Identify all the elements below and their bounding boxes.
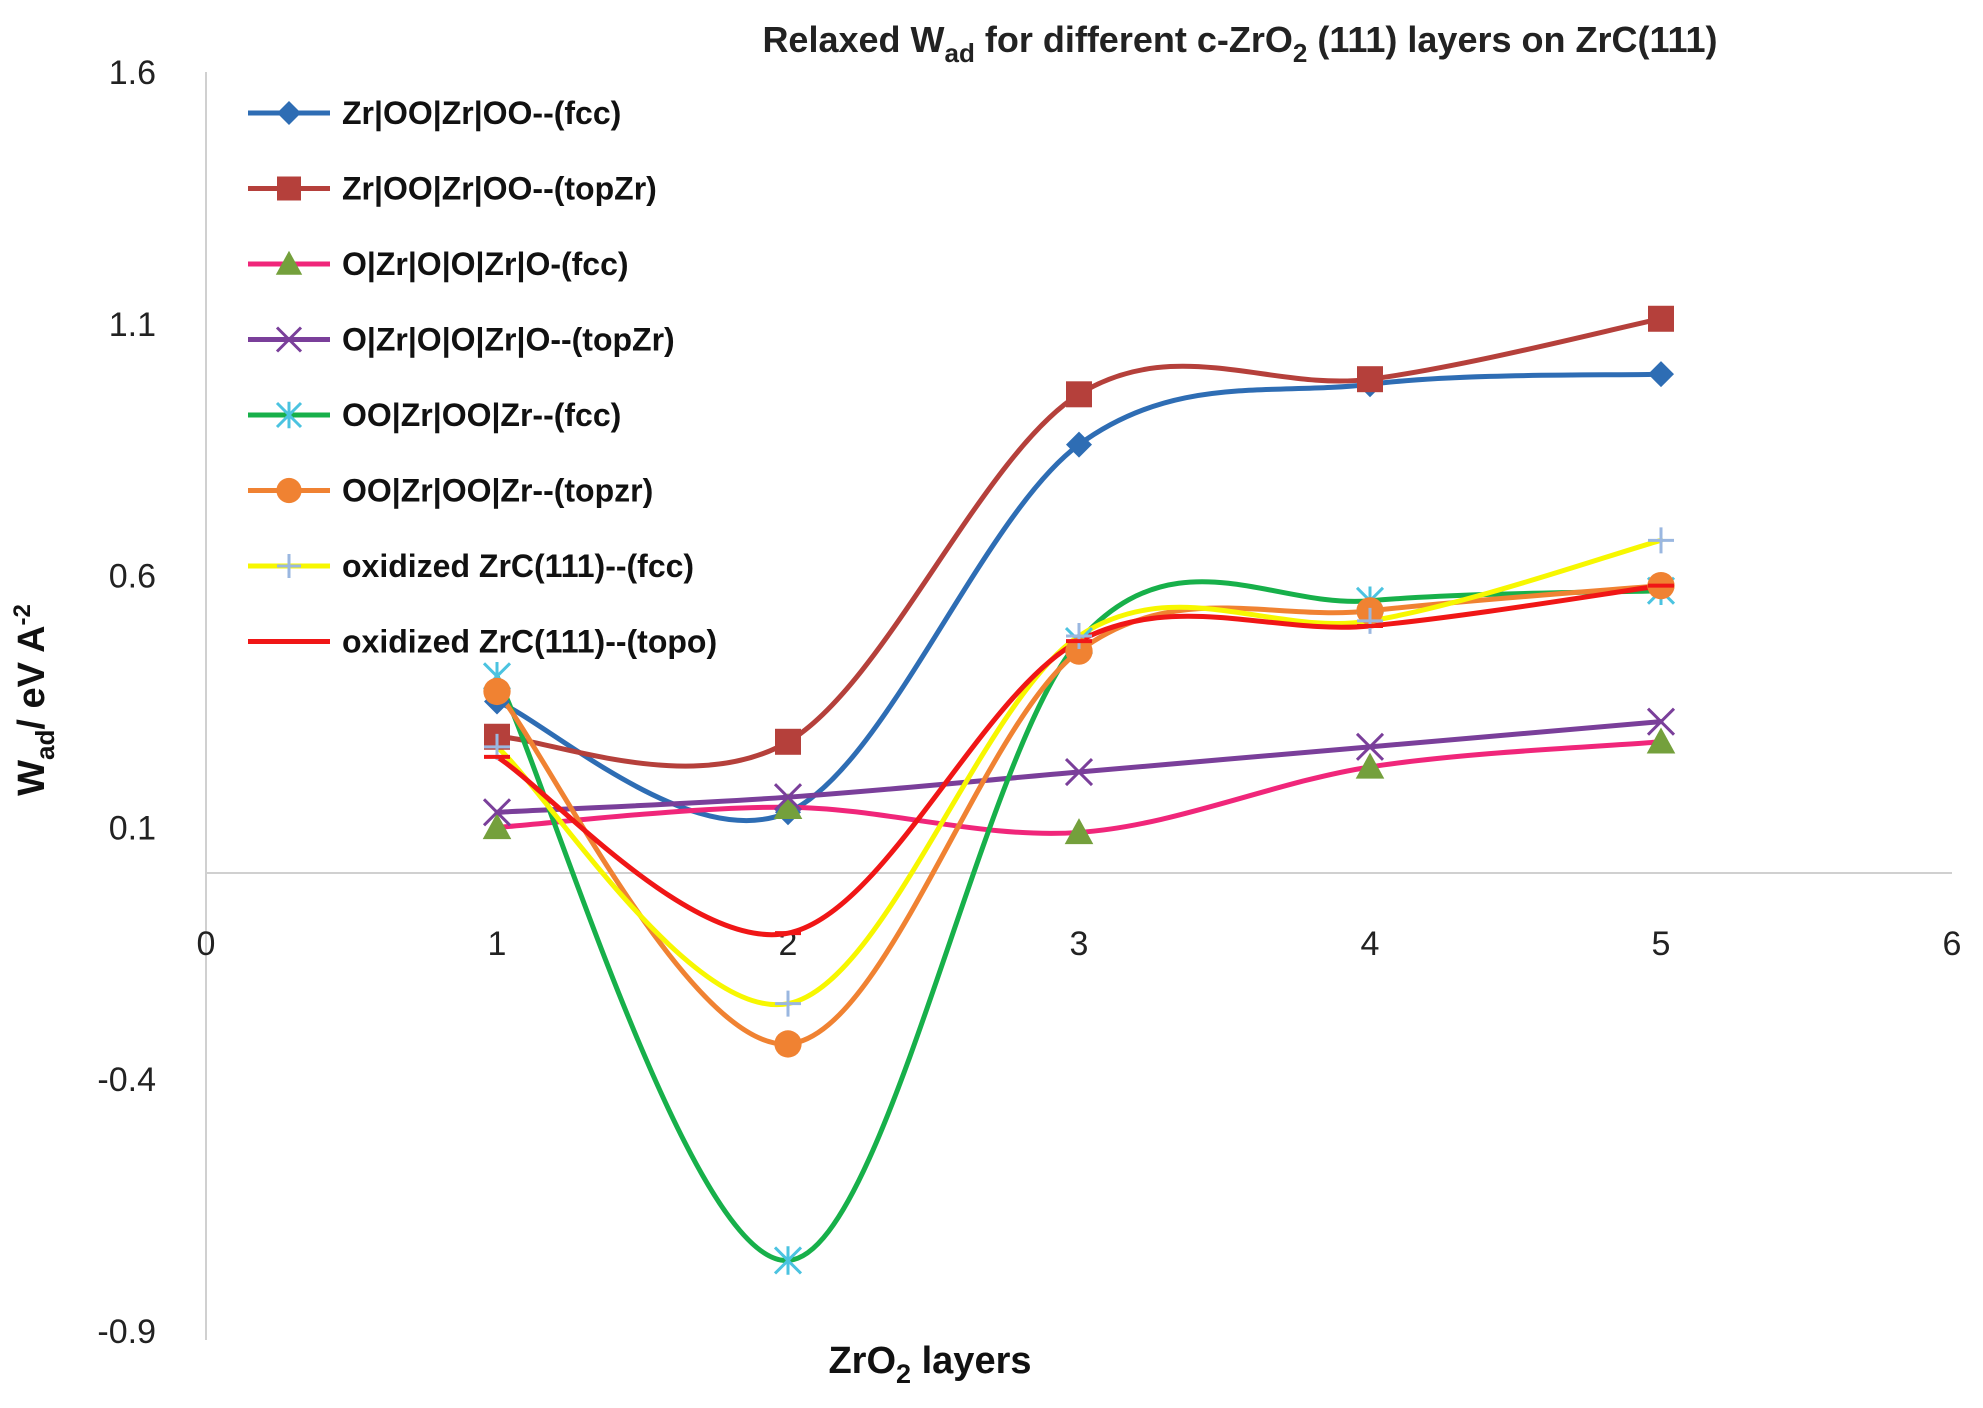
data-point — [1355, 732, 1385, 761]
legend-label: Zr|OO|Zr|OO--(topZr) — [342, 171, 657, 207]
legend-item: oxidized ZrC(111)--(fcc) — [248, 548, 694, 584]
y-tick-label: -0.4 — [97, 1061, 156, 1099]
legend: Zr|OO|Zr|OO--(fcc) Zr|OO|Zr|OO--(topZr) O|… — [248, 95, 717, 660]
x-tick-label: 5 — [1652, 925, 1671, 963]
series-line — [494, 583, 1664, 938]
chart-title: Relaxed Wad for different c-ZrO2 (111) l… — [762, 19, 1717, 68]
data-point — [1066, 623, 1092, 650]
legend-item: Zr|OO|Zr|OO--(topZr) — [248, 171, 657, 207]
legend-marker — [275, 401, 303, 429]
y-tick-label: 1.1 — [109, 306, 156, 344]
legend-item: Zr|OO|Zr|OO--(fcc) — [248, 95, 621, 131]
legend-marker — [277, 554, 301, 578]
legend-marker — [276, 477, 302, 504]
y-tick-label: -0.9 — [97, 1313, 156, 1351]
series-markers-7 — [484, 583, 1674, 936]
legend-item: O|Zr|O|O|Zr|O--(topZr) — [248, 322, 675, 358]
legend-label: oxidized ZrC(111)--(topo) — [342, 624, 717, 660]
legend-label: O|Zr|O|O|Zr|O-(fcc) — [342, 246, 629, 282]
y-tick-label: 0.1 — [109, 809, 156, 847]
data-point — [775, 728, 801, 755]
data-point — [775, 990, 801, 1017]
legend-item: OO|Zr|OO|Zr--(fcc) — [248, 397, 621, 433]
data-point — [773, 783, 803, 812]
data-point — [1355, 752, 1385, 779]
x-axis-title: ZrO2 layers — [828, 1340, 1031, 1389]
data-point — [482, 798, 512, 827]
series-markers-2 — [482, 727, 1676, 845]
data-point — [773, 792, 803, 819]
data-point — [1066, 381, 1092, 408]
data-point — [482, 813, 512, 840]
series-markers-6 — [484, 527, 1674, 1017]
data-point — [1648, 527, 1674, 554]
series-line — [494, 579, 1664, 1264]
y-tick-labels: 1.6 1.1 0.6 0.1 -0.4 -0.9 — [97, 54, 156, 1351]
y-axis-title: Wad/ eV A-2 — [9, 604, 60, 796]
data-point — [773, 1246, 803, 1275]
legend-label: Zr|OO|Zr|OO--(fcc) — [342, 95, 621, 131]
x-tick-label: 3 — [1070, 925, 1089, 963]
legend-marker — [275, 326, 303, 353]
y-tick-label: 1.6 — [109, 54, 156, 92]
legend-label: OO|Zr|OO|Zr--(fcc) — [342, 397, 621, 433]
series-line — [494, 583, 1664, 1047]
data-point — [774, 1030, 802, 1058]
legend-marker — [275, 250, 303, 275]
legend-item: oxidized ZrC(111)--(topo) — [248, 624, 717, 660]
data-point — [1648, 305, 1674, 332]
data-point — [1357, 607, 1383, 634]
data-point — [1065, 637, 1093, 665]
data-point — [1357, 366, 1383, 393]
legend-marker — [277, 176, 301, 201]
x-tick-label: 4 — [1361, 925, 1380, 963]
y-tick-label: 0.6 — [109, 558, 156, 596]
legend-marker — [277, 101, 301, 125]
legend-label: oxidized ZrC(111)--(fcc) — [342, 548, 694, 584]
x-tick-label: 0 — [197, 925, 216, 963]
x-tick-label: 1 — [488, 925, 507, 963]
series-5 — [494, 583, 1664, 1047]
series-markers-5 — [483, 572, 1675, 1058]
data-point — [1066, 431, 1092, 458]
series-4 — [494, 579, 1664, 1264]
series-markers-1 — [484, 305, 1674, 755]
data-point — [1646, 727, 1676, 754]
legend-item: OO|Zr|OO|Zr--(topzr) — [248, 473, 653, 509]
legend-item: O|Zr|O|O|Zr|O-(fcc) — [248, 246, 629, 282]
data-point — [1064, 818, 1094, 845]
legend-label: O|Zr|O|O|Zr|O--(topZr) — [342, 322, 675, 358]
series-7 — [494, 583, 1664, 938]
series-markers-3 — [482, 707, 1676, 827]
series-layer — [482, 305, 1676, 1275]
legend-label: OO|Zr|OO|Zr--(topzr) — [342, 473, 653, 509]
data-point — [1648, 361, 1674, 388]
data-point — [1646, 707, 1676, 736]
x-tick-label: 6 — [1943, 925, 1962, 963]
data-point — [483, 677, 511, 706]
data-point — [1064, 757, 1094, 787]
